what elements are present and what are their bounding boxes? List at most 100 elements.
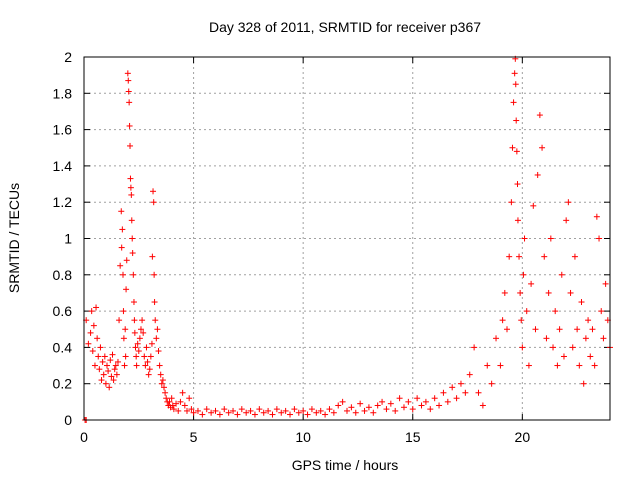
data-point (282, 407, 289, 414)
data-point (94, 335, 101, 342)
data-point (123, 257, 130, 264)
data-point (545, 289, 552, 296)
data-point (177, 398, 184, 405)
data-point (140, 329, 147, 336)
data-point (129, 250, 136, 257)
data-point (352, 409, 359, 416)
data-point (120, 271, 127, 278)
data-point (181, 402, 188, 409)
data-point (121, 362, 128, 369)
data-point (563, 217, 570, 224)
data-point (143, 344, 150, 351)
data-point (158, 380, 165, 387)
data-point (122, 353, 129, 360)
data-point (208, 409, 215, 416)
data-point (151, 271, 158, 278)
data-point (87, 329, 94, 336)
data-point (518, 317, 525, 324)
data-point (126, 122, 133, 129)
data-point (322, 411, 329, 418)
data-point (184, 407, 191, 414)
data-point (501, 289, 508, 296)
data-point (151, 299, 158, 306)
data-point (118, 244, 125, 251)
data-point (580, 380, 587, 387)
data-point (156, 362, 163, 369)
y-tick-label: 0.2 (53, 376, 73, 392)
data-point (120, 335, 127, 342)
data-point (104, 362, 111, 369)
data-point (131, 329, 138, 336)
data-point (126, 99, 133, 106)
data-point (488, 380, 495, 387)
data-point (129, 235, 136, 242)
data-point (379, 398, 386, 405)
data-point (519, 344, 526, 351)
data-point (199, 411, 206, 418)
data-point (582, 335, 589, 342)
y-tick-label: 1.8 (53, 85, 73, 101)
data-point (558, 271, 565, 278)
data-point (348, 404, 355, 411)
data-point (539, 144, 546, 151)
data-point (512, 81, 519, 88)
data-point (427, 406, 434, 413)
data-point (574, 326, 581, 333)
data-point (88, 308, 95, 315)
data-point (112, 362, 119, 369)
data-point (295, 409, 302, 416)
data-point (102, 380, 109, 387)
data-point (101, 353, 108, 360)
data-point (530, 202, 537, 209)
y-tick-label: 2 (64, 49, 72, 65)
data-point (414, 395, 421, 402)
data-point (508, 199, 515, 206)
data-point (556, 326, 563, 333)
data-point (119, 226, 126, 233)
data-point (471, 344, 478, 351)
data-point (571, 253, 578, 260)
data-point (152, 317, 159, 324)
data-point (536, 112, 543, 119)
data-point (157, 371, 164, 378)
data-point (565, 199, 572, 206)
data-point (162, 389, 169, 396)
data-point (153, 335, 160, 342)
data-point (186, 395, 193, 402)
x-axis-label: GPS time / hours (292, 457, 399, 473)
data-point (357, 400, 364, 407)
data-point (405, 398, 412, 405)
data-point (139, 317, 146, 324)
x-tick-label: 20 (515, 429, 531, 445)
data-point (136, 335, 143, 342)
data-point (169, 402, 176, 409)
data-point (330, 409, 337, 416)
data-point (141, 353, 148, 360)
y-tick-label: 1 (64, 231, 72, 247)
plot-frame (83, 56, 611, 421)
data-point (560, 353, 567, 360)
data-point (108, 373, 115, 380)
data-point (194, 407, 201, 414)
data-point (532, 326, 539, 333)
data-point (396, 395, 403, 402)
data-point (148, 340, 155, 347)
data-point (247, 407, 254, 414)
data-point (159, 377, 166, 384)
data-point (513, 148, 520, 155)
data-point (105, 367, 112, 374)
data-point (374, 402, 381, 409)
data-point (431, 395, 438, 402)
data-point (525, 362, 532, 369)
data-point (260, 409, 267, 416)
data-point (503, 326, 510, 333)
data-point (123, 286, 130, 293)
y-tick-label: 1.6 (53, 122, 73, 138)
data-point (150, 188, 157, 195)
x-tick-label: 0 (80, 429, 88, 445)
data-point (269, 411, 276, 418)
data-point (175, 407, 182, 414)
data-point (587, 353, 594, 360)
data-point (569, 344, 576, 351)
data-point (418, 402, 425, 409)
